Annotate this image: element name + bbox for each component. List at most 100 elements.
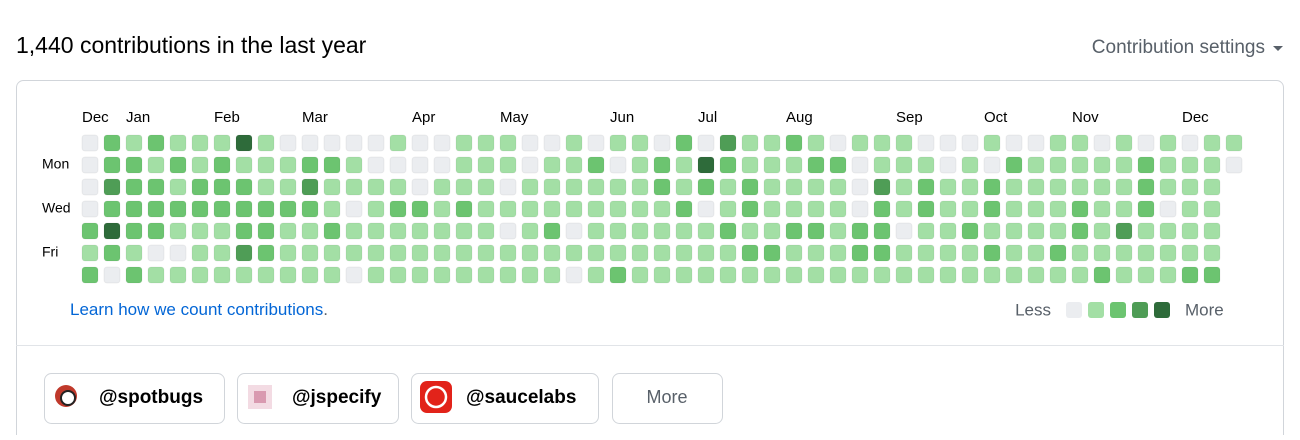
day-cell	[279, 200, 297, 218]
more-button[interactable]	[612, 373, 723, 424]
day-cell	[851, 266, 869, 284]
day-cell	[257, 244, 275, 262]
day-cell	[125, 178, 143, 196]
legend-more: More	[1185, 300, 1224, 319]
day-cell	[103, 222, 121, 240]
day-cell	[1049, 156, 1067, 174]
day-cell	[587, 222, 605, 240]
day-cell	[565, 266, 583, 284]
day-cell	[565, 222, 583, 240]
day-cell	[147, 244, 165, 262]
month-label: Sep	[896, 109, 923, 126]
org-name: @saucelabs	[466, 387, 576, 408]
day-cell	[1027, 244, 1045, 262]
day-cell	[81, 178, 99, 196]
day-cell	[1005, 200, 1023, 218]
day-cell	[675, 200, 693, 218]
day-cell	[191, 222, 209, 240]
day-cell	[499, 200, 517, 218]
day-cell	[411, 266, 429, 284]
day-cell	[477, 200, 495, 218]
settings-button[interactable]: Contribution settings	[1092, 37, 1265, 58]
day-cell	[763, 134, 781, 152]
day-cell	[719, 134, 737, 152]
day-cell	[1137, 266, 1155, 284]
day-cell	[565, 134, 583, 152]
day-cell	[1027, 222, 1045, 240]
day-cell	[961, 178, 979, 196]
day-cell	[191, 244, 209, 262]
day-cell	[279, 266, 297, 284]
day-cell	[587, 178, 605, 196]
day-cell	[895, 200, 913, 218]
day-cell	[125, 134, 143, 152]
day-cell	[367, 156, 385, 174]
day-cell	[521, 244, 539, 262]
day-cell	[1203, 134, 1221, 152]
org-button[interactable]	[411, 373, 599, 424]
box	[16, 80, 1284, 440]
day-cell	[873, 156, 891, 174]
month-label: Aug	[786, 109, 813, 126]
org-button[interactable]	[44, 373, 225, 424]
day-cell	[301, 156, 319, 174]
day-cell	[829, 200, 847, 218]
day-cell	[1093, 244, 1111, 262]
day-cell	[477, 222, 495, 240]
day-cell	[1159, 244, 1177, 262]
day-cell	[983, 134, 1001, 152]
day-cell	[81, 244, 99, 262]
org-button[interactable]	[237, 373, 399, 424]
day-cell	[675, 134, 693, 152]
legend-cell	[1110, 302, 1126, 318]
day-cell	[1137, 134, 1155, 152]
day-cell	[367, 266, 385, 284]
month-label: May	[500, 109, 529, 126]
day-cell	[125, 266, 143, 284]
day-cell	[477, 156, 495, 174]
day-cell	[895, 156, 913, 174]
day-cell	[1159, 178, 1177, 196]
day-cell	[1203, 200, 1221, 218]
learn-link[interactable]: Learn how we count contributions	[70, 300, 323, 319]
day-cell	[235, 266, 253, 284]
day-cell	[587, 134, 605, 152]
month-label: Jul	[698, 109, 717, 126]
day-cell	[455, 134, 473, 152]
day-cell	[389, 222, 407, 240]
day-cell	[345, 266, 363, 284]
day-cell	[345, 156, 363, 174]
legend-cell	[1154, 302, 1170, 318]
day-cell	[939, 134, 957, 152]
day-cell	[257, 222, 275, 240]
day-cell	[631, 222, 649, 240]
day-cell	[631, 200, 649, 218]
month-label: Feb	[214, 109, 240, 126]
day-cell	[521, 156, 539, 174]
day-cell	[543, 266, 561, 284]
day-cell	[1159, 222, 1177, 240]
day-cell	[125, 222, 143, 240]
day-cell	[675, 222, 693, 240]
day-cell	[191, 156, 209, 174]
legend-cell	[1066, 302, 1082, 318]
day-cell	[543, 134, 561, 152]
weekday-label: Mon	[42, 156, 69, 172]
day-cell	[411, 222, 429, 240]
day-cell	[917, 156, 935, 174]
day-cell	[1137, 244, 1155, 262]
day-cell	[455, 200, 473, 218]
jspecify-mark	[254, 391, 266, 403]
day-cell	[653, 222, 671, 240]
day-cell	[1005, 266, 1023, 284]
day-cell	[1071, 200, 1089, 218]
day-cell	[367, 134, 385, 152]
day-cell	[323, 266, 341, 284]
day-cell	[829, 266, 847, 284]
day-cell	[873, 244, 891, 262]
day-cell	[1181, 266, 1199, 284]
day-cell	[1181, 156, 1199, 174]
day-cell	[455, 222, 473, 240]
day-cell	[917, 178, 935, 196]
day-cell	[587, 200, 605, 218]
